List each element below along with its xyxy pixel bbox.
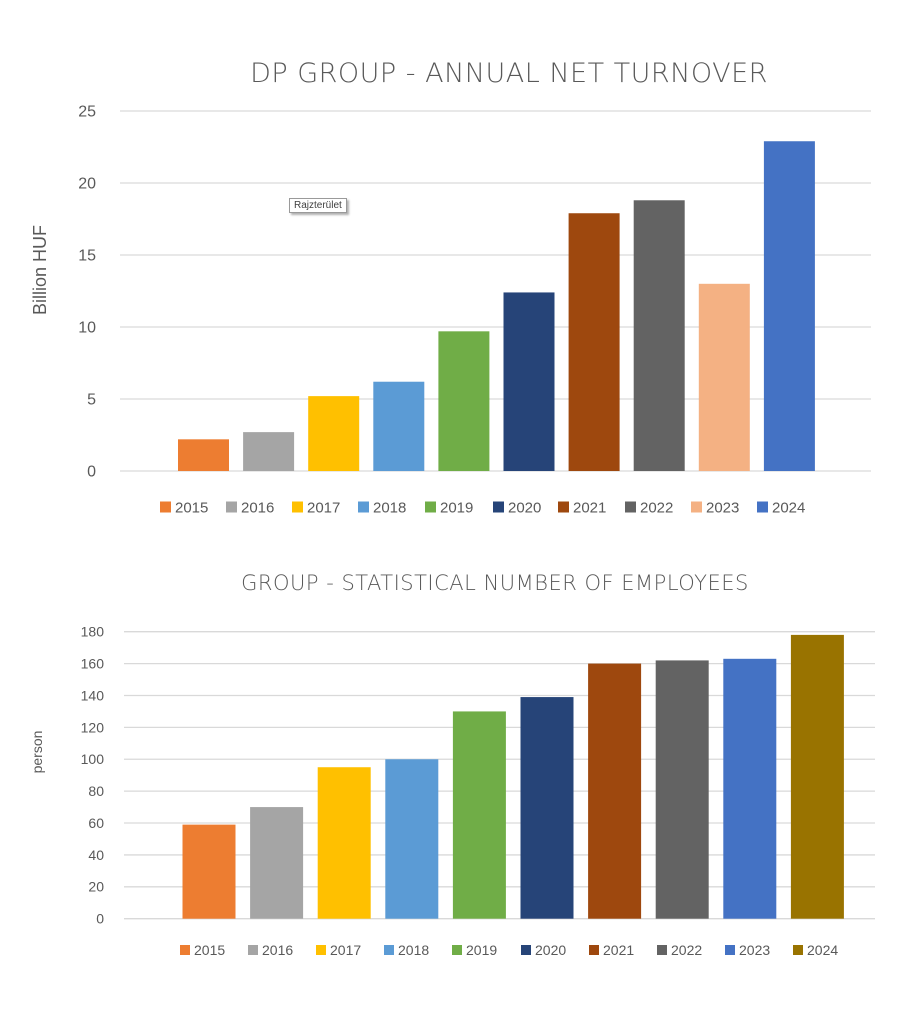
legend-swatch-2020 [521,945,531,955]
legend-swatch-2016 [226,501,237,513]
legend-swatch-2017 [292,501,303,513]
legend-label-2021: 2021 [603,942,634,958]
legend-swatch-2015 [160,501,171,513]
legend-swatch-2018 [384,945,394,955]
turnover-chart: DP GROUP - ANNUAL NET TURNOVER Billion H… [30,58,871,516]
legend-label-2021: 2021 [573,499,606,516]
bar-2018 [385,759,439,919]
legend-label-2018: 2018 [398,942,429,958]
legend-swatch-2019 [452,945,462,955]
y-tick-label: 180 [81,624,105,640]
legend-label-2018: 2018 [373,499,406,516]
bar-2024 [790,634,844,919]
bar-2023 [723,658,777,919]
bar-2023 [698,283,750,471]
legend-swatch-2021 [558,501,569,513]
legend-swatch-2022 [657,945,667,955]
bars [178,141,815,472]
bar-2016 [243,432,295,471]
bar-2018 [373,381,425,471]
legend-swatch-2020 [493,501,504,513]
bar-2021 [588,663,642,919]
y-tick-label: 20 [78,176,96,193]
y-tick-label: 0 [96,911,104,927]
legend-label-2024: 2024 [772,499,805,516]
y-tick-label: 60 [88,815,104,831]
legend: 2015 2016 2017 2018 2019 2020 2021 2022 2023 2024 [180,942,838,958]
bar-2015 [178,439,229,471]
y-axis-label: Billion HUF [30,225,50,315]
legend-swatch-2016 [248,945,258,955]
y-tick-label: 15 [78,248,96,265]
legend-swatch-2015 [180,945,190,955]
legend-label-2020: 2020 [508,499,541,516]
bar-2016 [250,807,304,919]
legend-label-2023: 2023 [706,499,739,516]
y-tick-label: 100 [81,751,105,767]
bar-2022 [655,660,709,919]
legend-label-2019: 2019 [440,499,473,516]
y-tick-label: 20 [88,879,104,895]
legend-swatch-2023 [691,501,702,513]
bar-2019 [452,711,506,919]
y-tick-labels: 0 20 40 60 80 100 120 140 160 180 [81,624,105,927]
bars [182,634,844,919]
legend-label-2020: 2020 [535,942,566,958]
legend-label-2016: 2016 [262,942,293,958]
bar-2015 [182,824,236,919]
y-tick-label: 120 [81,719,105,735]
y-tick-label: 80 [88,783,104,799]
legend-label-2015: 2015 [175,499,208,516]
chart-title: DP GROUP - ANNUAL NET TURNOVER [250,58,768,89]
y-tick-label: 40 [88,847,104,863]
gridlines [120,110,871,472]
bar-2024 [763,141,815,472]
employees-chart: GROUP - STATISTICAL NUMBER OF EMPLOYEES … [29,571,875,958]
legend-swatch-2021 [589,945,599,955]
legend-label-2023: 2023 [739,942,770,958]
y-tick-labels: 0 5 10 15 20 25 [78,104,96,481]
legend-swatch-2018 [358,501,369,513]
legend-swatch-2019 [425,501,436,513]
y-tick-label: 160 [81,655,105,671]
bar-2017 [308,396,360,471]
legend-swatch-2024 [757,501,768,513]
bar-2020 [520,697,574,919]
legend-label-2022: 2022 [640,499,673,516]
legend-label-2017: 2017 [330,942,361,958]
legend-label-2022: 2022 [671,942,702,958]
legend: 2015 2016 2017 2018 2019 2020 2021 2022 2023 2024 [160,499,805,516]
legend-label-2016: 2016 [241,499,274,516]
legend-swatch-2024 [793,945,803,955]
y-tick-label: 140 [81,687,105,703]
y-tick-label: 0 [87,464,96,481]
y-tick-label: 25 [78,104,96,121]
bar-2020 [503,292,555,471]
y-tick-label: 10 [78,320,96,337]
bar-2022 [633,200,685,471]
chart-title: GROUP - STATISTICAL NUMBER OF EMPLOYEES [241,571,749,595]
legend-swatch-2022 [625,501,636,513]
plot-area-tooltip: Rajzterület [289,198,347,213]
bar-2019 [438,331,490,471]
bar-2017 [317,767,371,919]
legend-label-2015: 2015 [194,942,225,958]
y-axis-label: person [29,731,45,774]
legend-swatch-2023 [725,945,735,955]
y-tick-label: 5 [87,392,96,409]
legend-label-2024: 2024 [807,942,838,958]
bar-2021 [568,213,620,472]
legend-label-2017: 2017 [307,499,340,516]
legend-swatch-2017 [316,945,326,955]
legend-label-2019: 2019 [466,942,497,958]
